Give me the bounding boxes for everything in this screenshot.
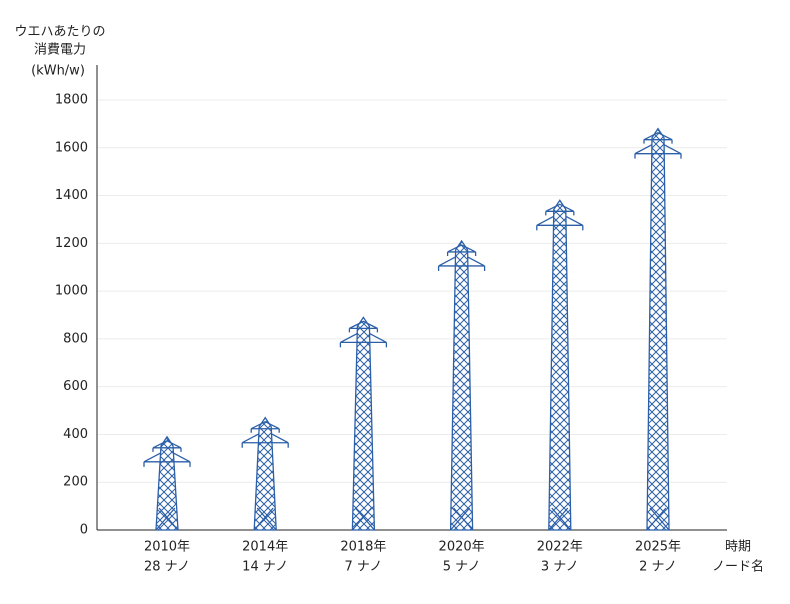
- pylon-upper-arm: [643, 131, 673, 144]
- pylon-upper-arm: [348, 320, 379, 333]
- pylon-lower-arm: [241, 433, 289, 448]
- pylon: [437, 239, 486, 531]
- y-tick-label: 800: [63, 331, 88, 346]
- pylon: [339, 316, 388, 531]
- pylon-body: [351, 316, 376, 531]
- pylon-upper-arm: [545, 203, 575, 216]
- y-tick-label: 1000: [55, 284, 88, 299]
- x-tick-sublabel: 3 ナノ: [541, 560, 579, 575]
- pylon-lower-arm: [143, 452, 191, 467]
- pylon-lower-arm: [339, 332, 388, 348]
- pylon-lower-arm: [634, 144, 682, 159]
- pylon-body: [155, 435, 179, 531]
- x-tick-sublabel: 14 ナノ: [242, 560, 288, 575]
- pylon-body: [646, 127, 670, 531]
- x-tick-label: 2022年: [537, 540, 583, 555]
- pylon: [241, 416, 289, 531]
- x-axis-label: ノード名: [712, 559, 764, 575]
- x-tick-label: 2025年: [635, 540, 681, 555]
- pylon-feet: [155, 507, 179, 531]
- x-tick-label: 2010年: [144, 540, 190, 555]
- pylon-lower-arm: [437, 256, 486, 271]
- pylon-feet: [548, 507, 572, 531]
- pylon-feet: [646, 507, 670, 531]
- pylon-feet: [253, 507, 277, 531]
- y-tick-label: 0: [80, 523, 88, 538]
- pylon-feet: [351, 507, 375, 531]
- pylon: [143, 435, 191, 531]
- y-tick-label: 1200: [55, 236, 88, 251]
- x-tick-sublabel: 2 ナノ: [639, 560, 677, 575]
- pylon-body: [548, 199, 572, 531]
- x-tick-sublabel: 28 ナノ: [144, 560, 190, 575]
- x-tick-label: 2014年: [242, 540, 288, 555]
- y-axis-label: (kWh/w): [31, 64, 85, 79]
- pylon: [634, 127, 682, 531]
- x-tick-label: 2020年: [439, 540, 485, 555]
- y-tick-label: 200: [63, 475, 88, 490]
- y-tick-label: 600: [63, 379, 88, 394]
- x-tick-sublabel: 5 ナノ: [443, 560, 481, 575]
- pylon-feet: [450, 507, 474, 531]
- y-axis-label: 消費電力: [34, 43, 86, 58]
- pylon-body: [449, 239, 474, 531]
- pylon-upper-arm: [152, 440, 182, 452]
- y-tick-label: 1600: [55, 140, 88, 155]
- x-tick-sublabel: 7 ナノ: [345, 560, 383, 575]
- x-axis-label: 時期: [725, 540, 751, 555]
- y-tick-label: 400: [63, 427, 88, 442]
- pylon-lower-arm: [536, 215, 584, 231]
- y-axis-label: ウエハあたりの: [14, 25, 105, 40]
- pylon-upper-arm: [446, 244, 477, 256]
- x-tick-label: 2018年: [340, 540, 386, 555]
- y-tick-label: 1800: [55, 93, 88, 108]
- pylon: [536, 199, 584, 531]
- y-tick-label: 1400: [55, 188, 88, 203]
- pylon-body: [253, 416, 277, 531]
- pylon-upper-arm: [250, 420, 280, 433]
